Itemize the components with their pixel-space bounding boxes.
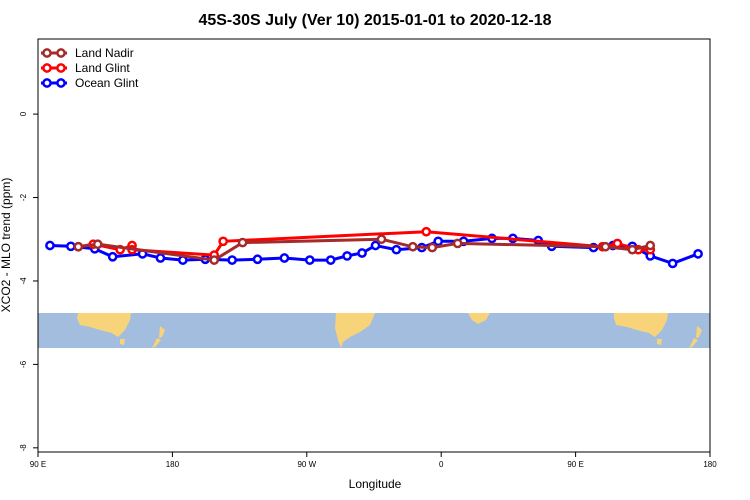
- land-nadir-point: [627, 244, 638, 255]
- land-nadir-point: [73, 241, 84, 252]
- ocean-glint-point: [357, 248, 367, 258]
- ocean-glint-point: [693, 248, 703, 259]
- new-zealand-shape: [152, 326, 165, 348]
- series-land-nadir: [73, 234, 656, 265]
- tasmania-shape: [120, 339, 125, 345]
- land-glint-point: [218, 236, 229, 247]
- legend-item-ocean-glint: Ocean Glint: [41, 76, 139, 90]
- x-tick-label: 90 E: [30, 460, 46, 469]
- ocean-glint-point: [342, 251, 352, 261]
- legend-item-land-nadir: Land Nadir: [41, 46, 134, 60]
- y-axis: 0 -2 -4 -6 -8: [19, 111, 38, 451]
- ocean-band: [38, 313, 710, 348]
- x-axis-label: Longitude: [349, 477, 402, 491]
- legend-label: Land Nadir: [75, 46, 134, 60]
- land-nadir-point: [209, 255, 220, 265]
- y-tick-label: -6: [19, 360, 28, 368]
- ocean-glint-point: [252, 254, 263, 265]
- land-glint-point: [612, 238, 623, 249]
- ocean-glint-point: [155, 253, 166, 263]
- ocean-glint-point: [304, 255, 315, 265]
- new-zealand-shape-repeat: [689, 326, 702, 348]
- legend-swatch-point: [42, 63, 52, 73]
- ocean-glint-point: [391, 244, 402, 255]
- land-nadir-point: [452, 238, 463, 249]
- ocean-glint-point: [107, 251, 118, 262]
- ocean-glint-point: [370, 240, 381, 251]
- land-nadir-point: [376, 234, 387, 245]
- land-nadir-point: [600, 241, 611, 252]
- y-tick-label: -8: [19, 444, 28, 452]
- legend-swatch-point: [42, 48, 52, 58]
- ocean-glint-point: [667, 258, 678, 269]
- south-america-shape: [335, 313, 375, 348]
- legend-item-land-glint: Land Glint: [41, 61, 130, 75]
- series-layer: [45, 226, 703, 269]
- land-nadir-point: [407, 241, 418, 252]
- legend-swatch-point: [56, 78, 66, 88]
- continent-map-strip: [38, 313, 710, 348]
- legend-swatch-point: [56, 48, 66, 58]
- plot-frame: [37, 38, 711, 453]
- africa-shape: [468, 313, 490, 324]
- y-tick-label: -2: [19, 193, 28, 201]
- x-tick-label: 90 W: [297, 460, 316, 469]
- ocean-glint-point: [66, 241, 76, 252]
- legend-label: Land Glint: [75, 61, 130, 75]
- y-axis-label: XCO2 - MLO trend (ppm): [0, 178, 13, 313]
- ocean-glint-point: [279, 253, 290, 263]
- land-nadir-point: [645, 240, 656, 251]
- tasmania-shape-repeat: [657, 339, 662, 345]
- legend-swatch-point: [42, 78, 52, 88]
- x-axis: 90 E 180 90 W 0 90 E 180: [30, 452, 717, 469]
- ocean-glint-point: [325, 255, 336, 265]
- chart-title: 45S-30S July (Ver 10) 2015-01-01 to 2020…: [198, 12, 551, 29]
- land-glint-point: [421, 226, 432, 237]
- legend-label: Ocean Glint: [75, 76, 139, 90]
- x-tick-label: 0: [439, 460, 444, 469]
- y-tick-label: -4: [19, 277, 28, 285]
- ocean-glint-point: [45, 240, 55, 251]
- land-nadir-point: [427, 242, 438, 253]
- ocean-glint-point: [227, 255, 237, 265]
- x-tick-label: 180: [166, 460, 180, 469]
- x-tick-label: 90 E: [567, 460, 583, 469]
- australia-shape: [77, 313, 131, 337]
- x-tick-label: 180: [703, 460, 717, 469]
- australia-shape-repeat: [614, 313, 668, 337]
- ocean-glint-point: [433, 236, 444, 247]
- land-nadir-point: [92, 239, 103, 250]
- y-tick-label: 0: [19, 111, 28, 116]
- land-nadir-point: [237, 237, 248, 248]
- legend-swatch-point: [56, 63, 66, 73]
